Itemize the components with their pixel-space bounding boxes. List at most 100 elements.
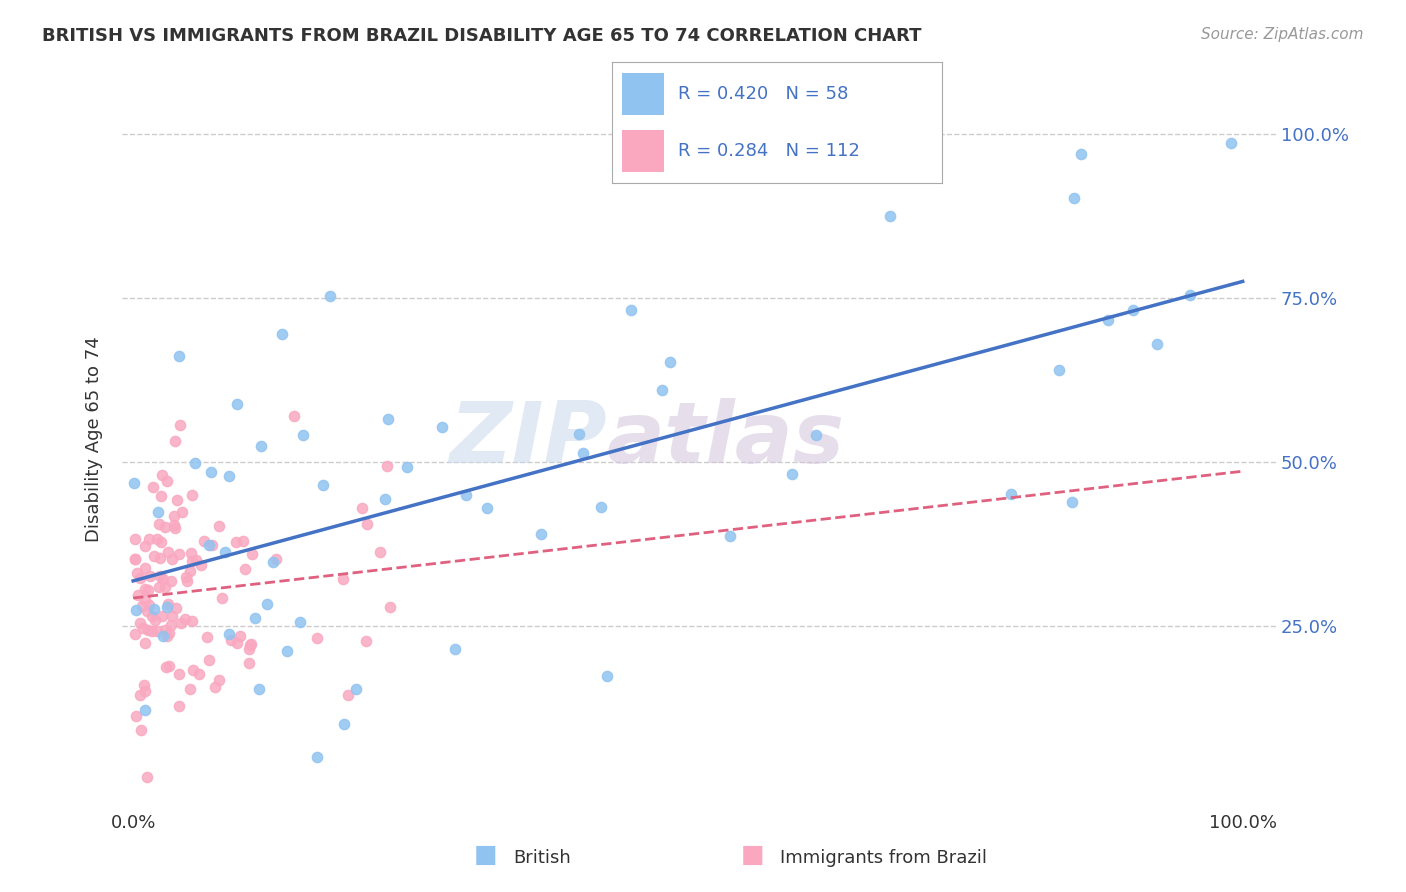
Point <box>195 630 218 644</box>
Point <box>305 631 328 645</box>
Point <box>879 209 901 223</box>
Point <box>250 439 273 453</box>
Point <box>134 593 156 607</box>
Text: Source: ZipAtlas.com: Source: ZipAtlas.com <box>1201 27 1364 42</box>
Point <box>333 716 356 731</box>
Point <box>180 546 202 560</box>
Point <box>225 635 247 649</box>
Point <box>153 623 176 637</box>
Point <box>173 611 195 625</box>
Point <box>572 446 595 460</box>
Point <box>181 664 204 678</box>
Point <box>179 564 201 578</box>
Point <box>247 681 270 696</box>
Point <box>184 456 207 470</box>
Point <box>134 703 156 717</box>
Point <box>430 420 453 434</box>
Point <box>142 480 165 494</box>
Point <box>238 656 260 670</box>
Point <box>332 572 354 586</box>
Point <box>149 550 172 565</box>
Point <box>336 688 359 702</box>
Point <box>124 532 146 546</box>
Point <box>1070 147 1092 161</box>
Point <box>152 573 174 587</box>
Point <box>125 603 148 617</box>
Point <box>136 770 159 784</box>
Point <box>240 547 263 561</box>
Text: ■: ■ <box>474 843 496 867</box>
Point <box>229 628 252 642</box>
Point <box>141 609 163 624</box>
Point <box>160 574 183 589</box>
Point <box>128 688 150 702</box>
Point <box>180 554 202 568</box>
Point <box>1122 302 1144 317</box>
Point <box>198 653 221 667</box>
Point <box>288 615 311 629</box>
Point <box>208 673 231 687</box>
Point <box>239 638 262 652</box>
Point <box>156 599 179 614</box>
Point <box>200 465 222 479</box>
Point <box>156 474 179 488</box>
Point <box>1063 190 1085 204</box>
Point <box>146 533 169 547</box>
Point <box>172 505 194 519</box>
Point <box>344 681 367 696</box>
Point <box>134 582 156 596</box>
Point <box>138 598 160 612</box>
Point <box>214 545 236 559</box>
Text: British: British <box>513 849 571 867</box>
Point <box>352 501 374 516</box>
Point <box>125 708 148 723</box>
Text: ■: ■ <box>741 843 763 867</box>
Point <box>218 627 240 641</box>
Point <box>127 588 149 602</box>
Point <box>134 561 156 575</box>
Point <box>232 533 254 548</box>
Point <box>180 614 202 628</box>
Point <box>129 615 152 630</box>
Point <box>651 384 673 398</box>
Point <box>148 580 170 594</box>
Point <box>530 527 553 541</box>
Point <box>198 538 221 552</box>
Point <box>163 434 186 448</box>
Point <box>187 667 209 681</box>
Point <box>179 682 201 697</box>
Point <box>134 684 156 698</box>
Point <box>156 629 179 643</box>
Text: R = 0.284   N = 112: R = 0.284 N = 112 <box>678 142 859 160</box>
Point <box>396 459 419 474</box>
Point <box>149 568 172 582</box>
Point <box>256 597 278 611</box>
Point <box>312 478 335 492</box>
Point <box>156 545 179 559</box>
Point <box>368 544 391 558</box>
Point <box>276 644 298 658</box>
Point <box>166 493 188 508</box>
Point <box>141 624 163 639</box>
Point <box>186 552 208 566</box>
Point <box>271 326 294 341</box>
Point <box>146 505 169 519</box>
Point <box>221 632 243 647</box>
Point <box>132 621 155 635</box>
Point <box>658 354 681 368</box>
Point <box>159 618 181 632</box>
Point <box>444 641 467 656</box>
Point <box>153 520 176 534</box>
Point <box>176 574 198 588</box>
Point <box>225 534 247 549</box>
Point <box>477 501 499 516</box>
Text: ZIP: ZIP <box>449 398 607 481</box>
Point <box>1047 363 1070 377</box>
Point <box>156 597 179 611</box>
Point <box>169 666 191 681</box>
Point <box>122 476 145 491</box>
Point <box>211 591 233 606</box>
Point <box>354 634 377 648</box>
Point <box>1146 336 1168 351</box>
Point <box>163 518 186 533</box>
